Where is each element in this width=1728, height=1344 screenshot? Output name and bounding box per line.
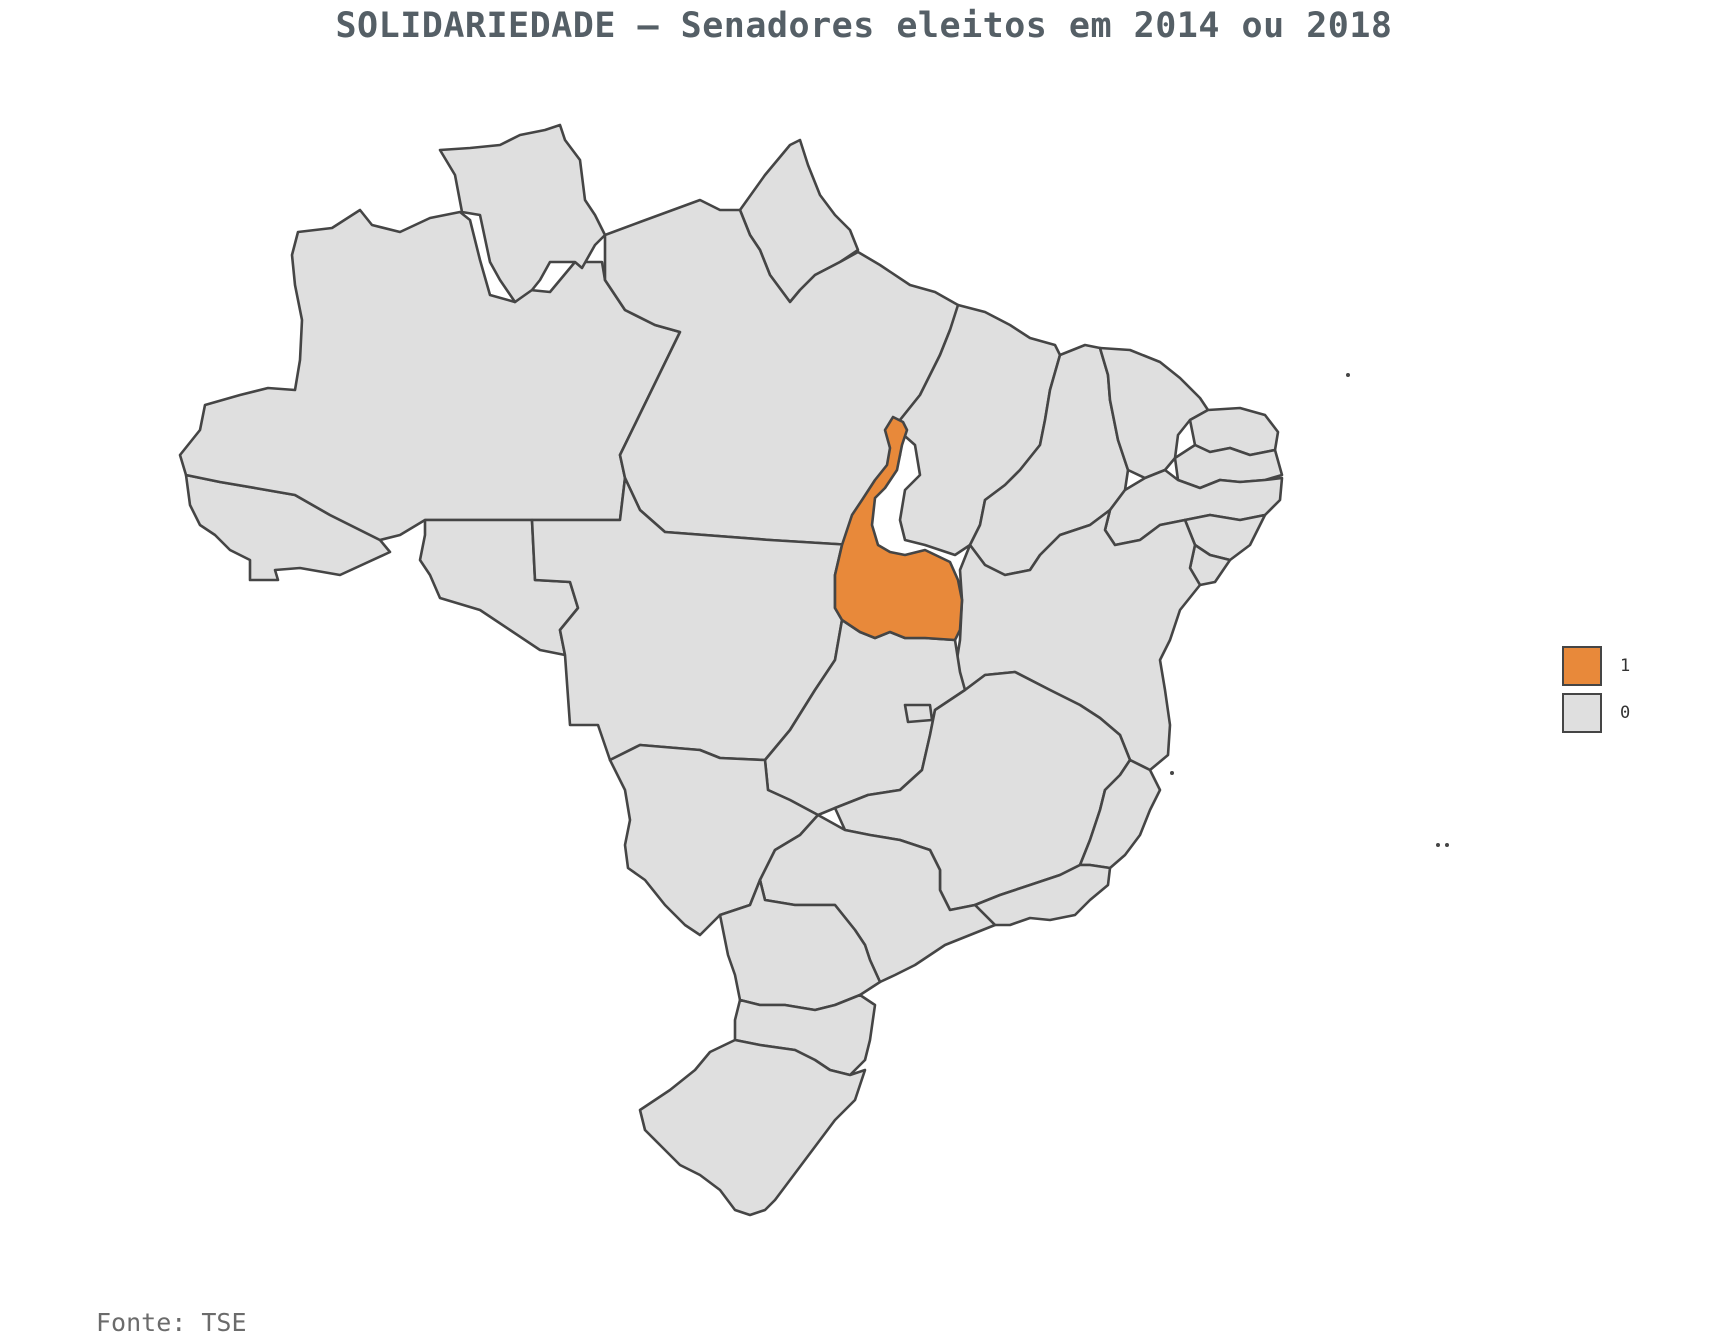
source-note: Fonte: TSE	[96, 1308, 247, 1337]
state-rj	[973, 863, 1112, 927]
island-dot	[1436, 843, 1440, 847]
state-df	[903, 703, 934, 724]
state-ce	[1098, 346, 1210, 480]
legend-swatch	[1562, 693, 1602, 733]
state-rr	[438, 123, 607, 304]
state-rs	[638, 1038, 867, 1217]
legend: 1 0	[1562, 644, 1630, 738]
state-to	[833, 415, 964, 642]
legend-label: 1	[1620, 656, 1631, 676]
island-dot	[1346, 373, 1350, 377]
legend-swatch	[1562, 646, 1602, 686]
map-title: SOLIDARIEDADE – Senadores eleitos em 201…	[335, 6, 1393, 46]
island-dot	[1445, 843, 1449, 847]
legend-item-0: 0	[1562, 691, 1630, 735]
legend-label: 0	[1620, 703, 1631, 723]
legend-item-1: 1	[1562, 644, 1630, 688]
island-dot	[1170, 771, 1174, 775]
